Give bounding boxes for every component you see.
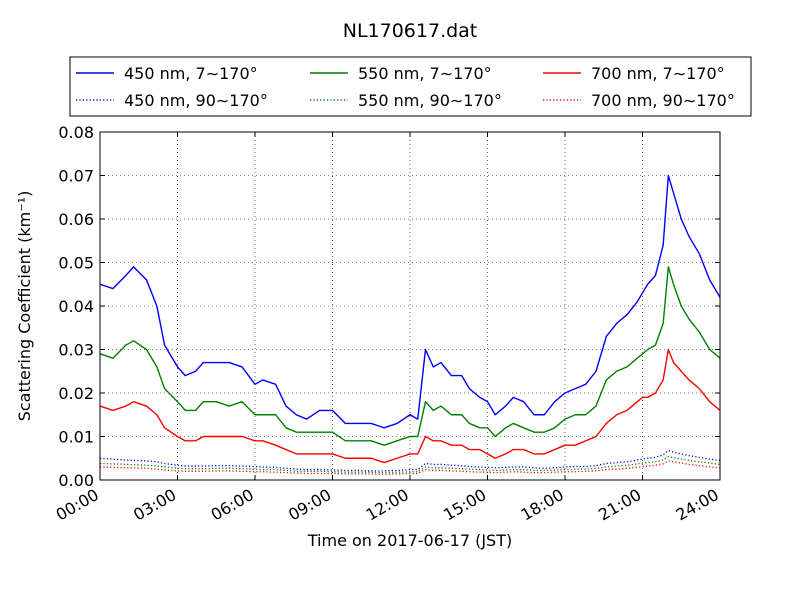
- legend-entry-1: 450 nm, 90∼170°: [124, 91, 268, 110]
- y-tick-label: 0.06: [58, 210, 94, 229]
- series-line-4: [99, 348, 721, 464]
- x-tick-label: 18:00: [518, 485, 567, 525]
- x-axis-label: Time on 2017-06-17 (JST): [307, 531, 512, 550]
- legend-entry-2: 550 nm, 7∼170°: [358, 64, 492, 83]
- series-line-2: [99, 266, 721, 446]
- legend-entry-3: 550 nm, 90∼170°: [358, 91, 502, 110]
- series-line-1: [99, 449, 721, 472]
- y-tick-label: 0.05: [58, 254, 94, 273]
- x-tick-label: 21:00: [595, 485, 644, 525]
- y-axis-label: Scattering Coefficient (km⁻¹): [15, 191, 34, 422]
- legend-entry-5: 700 nm, 90∼170°: [591, 91, 735, 110]
- plot-area: [99, 131, 721, 481]
- x-tick-label: 03:00: [130, 485, 179, 525]
- legend-entry-4: 700 nm, 7∼170°: [591, 64, 725, 83]
- x-tick-label: 00:00: [53, 485, 102, 525]
- x-tick-label: 09:00: [285, 485, 334, 525]
- y-tick-label: 0.07: [58, 167, 94, 186]
- series-layer: [99, 174, 721, 476]
- legend-entry-0: 450 nm, 7∼170°: [124, 64, 258, 83]
- y-tick-label: 0.01: [58, 428, 94, 447]
- y-tick-label: 0.00: [58, 471, 94, 490]
- y-tick-label: 0.02: [58, 384, 94, 403]
- y-tick-label: 0.08: [58, 123, 94, 142]
- legend: 450 nm, 7∼170° 450 nm, 90∼170° 550 nm, 7∼1…: [69, 56, 752, 117]
- axis-ticks: [99, 131, 721, 481]
- y-tick-label: 0.03: [58, 341, 94, 360]
- grid-lines: [100, 132, 720, 480]
- x-tick-label: 12:00: [363, 485, 412, 525]
- x-tick-label: 06:00: [208, 485, 257, 525]
- series-line-0: [99, 174, 721, 429]
- x-tick-label: 24:00: [673, 485, 722, 525]
- legend-frame: [69, 56, 752, 117]
- x-tick-label: 15:00: [440, 485, 489, 525]
- chart-title: NL170617.dat: [343, 20, 478, 42]
- y-tick-label: 0.04: [58, 297, 94, 316]
